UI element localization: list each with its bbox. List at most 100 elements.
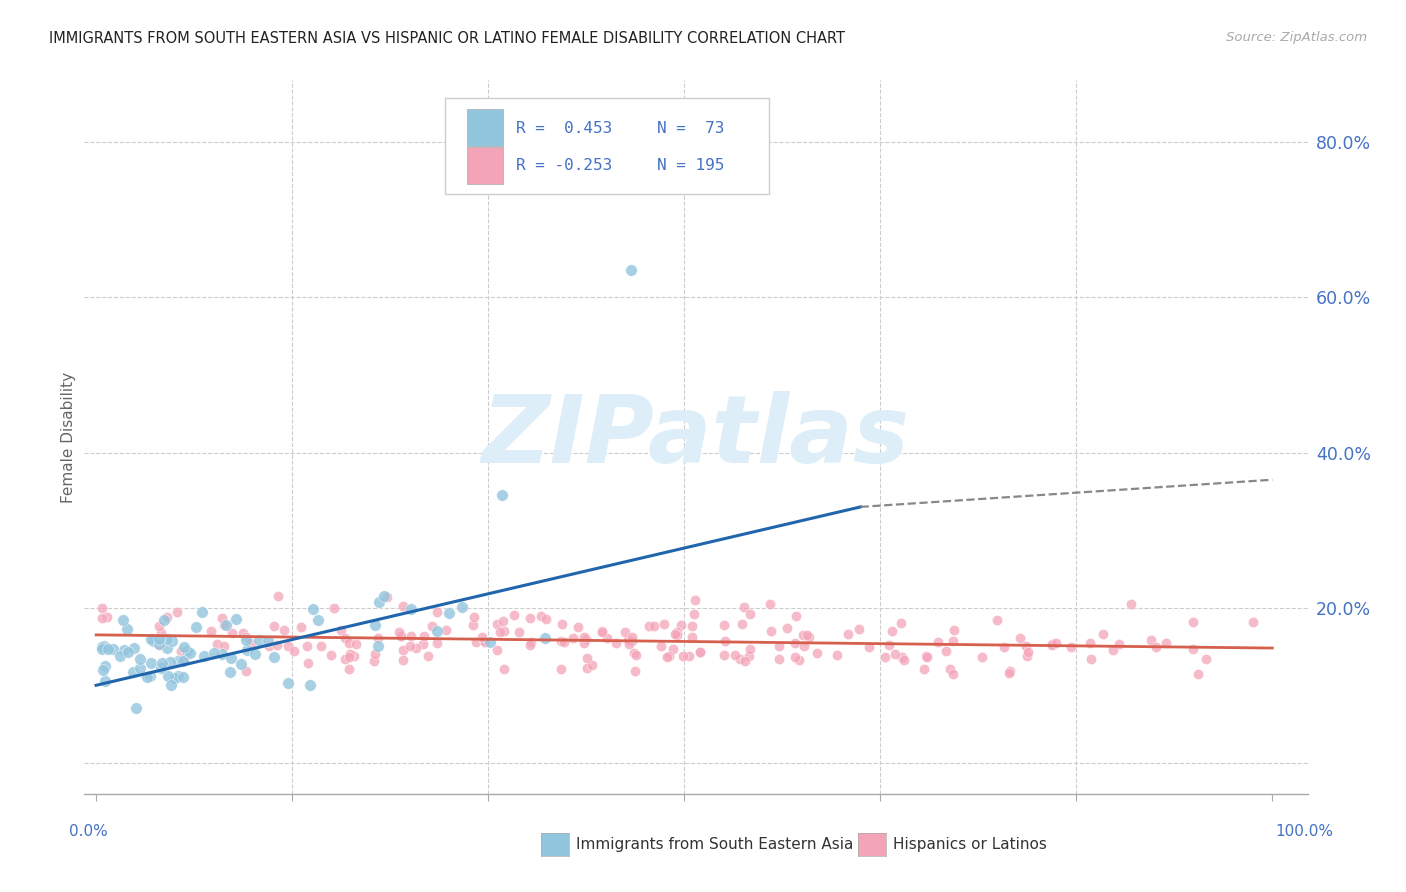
Point: [399, 639, 422, 653]
Point: [166, 605, 188, 619]
Point: [534, 631, 557, 645]
FancyBboxPatch shape: [446, 98, 769, 194]
Point: [489, 625, 512, 640]
Point: [159, 655, 181, 669]
Point: [650, 639, 672, 653]
Point: [157, 669, 180, 683]
Point: [759, 624, 782, 639]
Point: [392, 642, 415, 657]
Point: [392, 599, 415, 613]
Point: [96, 641, 118, 656]
Point: [713, 634, 735, 648]
Point: [986, 614, 1008, 628]
Point: [472, 634, 495, 648]
Text: N =  73: N = 73: [657, 120, 724, 136]
Point: [91, 663, 114, 677]
Point: [193, 649, 215, 664]
Point: [713, 617, 735, 632]
Point: [91, 601, 114, 615]
Point: [307, 613, 329, 627]
Point: [263, 649, 285, 664]
Point: [759, 598, 782, 612]
Point: [624, 648, 647, 662]
Point: [364, 648, 387, 662]
Point: [399, 601, 422, 615]
Point: [643, 619, 665, 633]
Point: [890, 615, 912, 630]
Point: [530, 608, 553, 623]
Point: [567, 620, 589, 634]
Text: 100.0%: 100.0%: [1275, 824, 1334, 838]
Point: [96, 609, 118, 624]
Point: [91, 611, 114, 625]
Point: [1144, 640, 1167, 655]
Point: [200, 624, 222, 639]
Point: [112, 613, 135, 627]
Point: [605, 636, 627, 650]
Point: [492, 624, 515, 638]
Point: [232, 626, 254, 640]
Point: [148, 632, 170, 646]
Text: 0.0%: 0.0%: [69, 824, 108, 838]
Point: [796, 628, 818, 642]
Point: [101, 641, 124, 656]
Point: [405, 640, 427, 655]
Point: [713, 648, 735, 662]
Point: [148, 618, 170, 632]
Point: [492, 662, 515, 676]
Point: [463, 610, 485, 624]
Point: [681, 631, 703, 645]
Point: [884, 647, 907, 661]
Point: [768, 651, 790, 665]
Point: [661, 642, 683, 657]
Point: [231, 657, 253, 672]
Point: [166, 654, 188, 668]
Point: [363, 654, 385, 668]
Point: [915, 649, 938, 664]
Point: [776, 621, 799, 635]
Point: [235, 630, 257, 644]
Point: [550, 662, 572, 676]
Point: [112, 642, 135, 657]
Point: [243, 647, 266, 661]
Point: [1102, 642, 1125, 657]
Point: [1181, 642, 1204, 657]
Point: [672, 648, 695, 663]
Point: [503, 608, 526, 623]
Point: [479, 635, 502, 649]
Point: [301, 601, 323, 615]
Point: [575, 632, 598, 646]
Point: [471, 630, 494, 644]
Point: [375, 590, 398, 604]
Point: [942, 666, 965, 681]
Point: [204, 646, 226, 660]
Point: [689, 645, 711, 659]
Y-axis label: Female Disability: Female Disability: [60, 371, 76, 503]
Point: [335, 652, 357, 666]
Point: [225, 613, 247, 627]
Point: [731, 616, 754, 631]
Point: [156, 632, 179, 646]
Point: [877, 639, 900, 653]
Point: [880, 624, 903, 638]
Point: [734, 654, 756, 668]
Point: [94, 673, 117, 688]
Point: [267, 589, 290, 603]
Point: [575, 661, 598, 675]
Point: [91, 640, 114, 654]
Point: [257, 634, 280, 648]
Point: [426, 635, 449, 649]
Point: [125, 700, 148, 714]
Point: [367, 640, 389, 654]
Point: [998, 664, 1021, 678]
Point: [993, 640, 1015, 654]
Point: [128, 651, 150, 665]
Point: [91, 642, 114, 657]
Point: [620, 630, 643, 644]
Point: [139, 656, 162, 670]
Point: [373, 589, 395, 603]
Point: [738, 607, 761, 621]
Point: [486, 643, 509, 657]
Point: [620, 633, 643, 648]
Point: [122, 641, 145, 656]
